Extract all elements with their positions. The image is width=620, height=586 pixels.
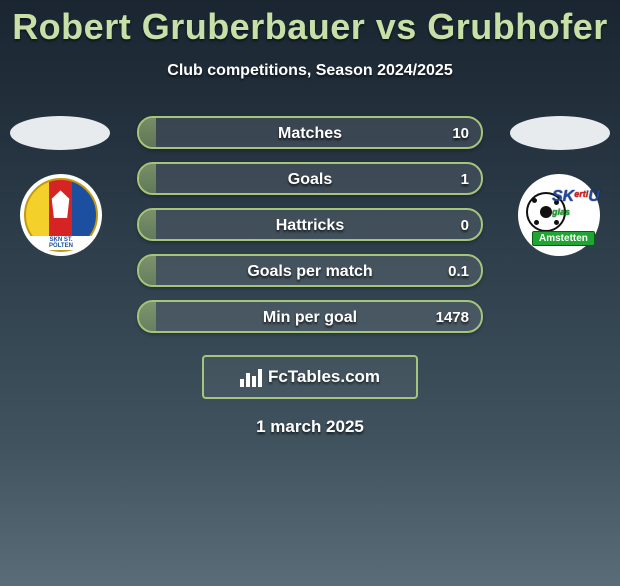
sku-text: SKertlUglas xyxy=(552,188,600,224)
stat-row: Goals per match0.1 xyxy=(137,254,483,287)
player-avatar-left xyxy=(10,116,110,150)
player-avatar-right xyxy=(510,116,610,150)
brand-text: FcTables.com xyxy=(268,367,380,387)
subtitle: Club competitions, Season 2024/2025 xyxy=(0,62,620,80)
stat-value-right: 0.1 xyxy=(448,256,469,287)
stat-row: Matches10 xyxy=(137,116,483,149)
stat-label: Min per goal xyxy=(139,302,481,333)
stat-value-right: 1 xyxy=(461,164,469,195)
amstetten-text: Amstetten xyxy=(532,231,595,246)
page-title: Robert Gruberbauer vs Grubhofer xyxy=(0,6,620,48)
date-line: 1 march 2025 xyxy=(0,417,620,437)
stat-label: Hattricks xyxy=(139,210,481,241)
club-badge-left xyxy=(20,174,102,256)
club-badge-right: SKertlUglas Amstetten xyxy=(518,174,600,256)
stat-value-right: 10 xyxy=(452,118,469,149)
brand-box[interactable]: FcTables.com xyxy=(202,355,418,399)
stat-value-right: 0 xyxy=(461,210,469,241)
comparison-panel: SKertlUglas Amstetten Matches10Goals1Hat… xyxy=(0,116,620,437)
stat-row: Min per goal1478 xyxy=(137,300,483,333)
wolf-icon xyxy=(50,190,72,218)
stat-row: Hattricks0 xyxy=(137,208,483,241)
bar-chart-icon xyxy=(240,367,262,387)
stat-label: Goals xyxy=(139,164,481,195)
stat-label: Goals per match xyxy=(139,256,481,287)
stat-label: Matches xyxy=(139,118,481,149)
stat-value-right: 1478 xyxy=(436,302,469,333)
stat-row: Goals1 xyxy=(137,162,483,195)
stat-rows: Matches10Goals1Hattricks0Goals per match… xyxy=(137,116,483,333)
